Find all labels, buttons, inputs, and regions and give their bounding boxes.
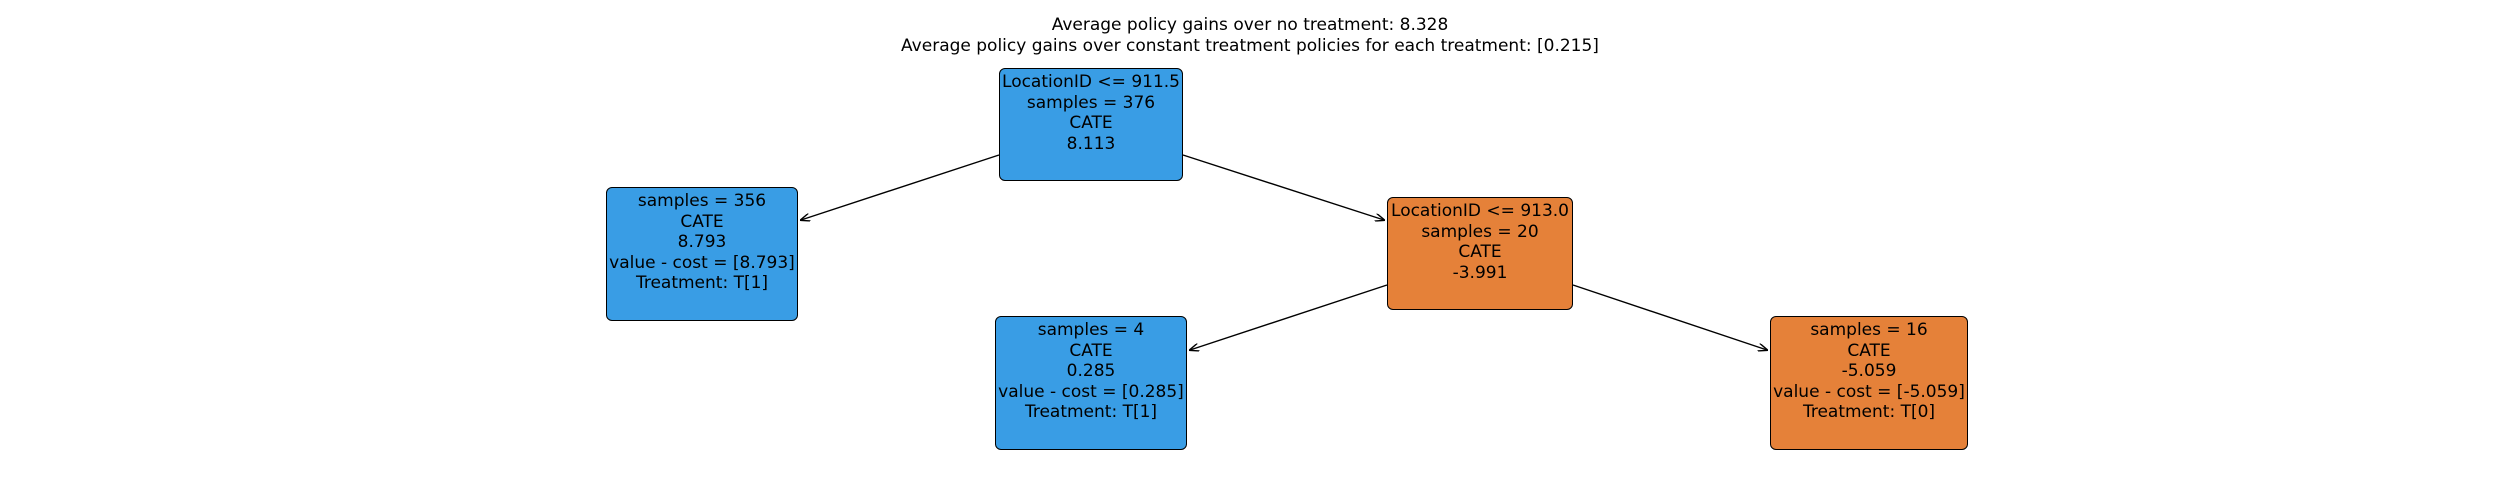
node-cate-label: CATE — [680, 211, 724, 232]
edge-root-to-left — [801, 154, 1000, 220]
node-treatment: Treatment: T[1] — [1024, 402, 1158, 422]
node-cate-value: -5.059 — [1841, 361, 1897, 381]
node-treatment: Treatment: T[0] — [1802, 402, 1936, 422]
tree-leaf-right-right: samples = 16 CATE -5.059 value - cost = … — [1770, 316, 1968, 450]
tree-node-root: LocationID <= 911.5 samples = 376 CATE 8… — [999, 68, 1183, 181]
node-cate-label: CATE — [1847, 340, 1891, 361]
tree-leaf-right-left: samples = 4 CATE 0.285 value - cost = [0… — [995, 316, 1187, 450]
node-split-rule: LocationID <= 913.0 — [1391, 201, 1569, 221]
node-value-cost: value - cost = [0.285] — [998, 381, 1184, 402]
node-samples: samples = 4 — [1037, 320, 1145, 340]
edge-root-to-right — [1182, 154, 1384, 220]
node-value-cost: value - cost = [-5.059] — [1773, 381, 1965, 402]
edge-right-to-right-left — [1190, 284, 1388, 350]
node-cate-value: -3.991 — [1452, 262, 1508, 283]
node-treatment: Treatment: T[1] — [635, 273, 769, 293]
node-cate-value: 0.285 — [1066, 361, 1116, 381]
node-samples: samples = 16 — [1810, 320, 1928, 340]
figure-title-line-1: Average policy gains over no treatment: … — [1051, 15, 1449, 35]
node-cate-value: 8.793 — [677, 232, 727, 252]
node-value-cost: value - cost = [8.793] — [609, 252, 795, 273]
node-samples: samples = 356 — [637, 191, 767, 211]
node-samples: samples = 376 — [1026, 92, 1156, 113]
edge-right-to-right-right — [1572, 284, 1767, 350]
tree-node-right: LocationID <= 913.0 samples = 20 CATE -3… — [1387, 197, 1573, 310]
node-cate-value: 8.113 — [1066, 133, 1116, 154]
tree-leaf-left: samples = 356 CATE 8.793 value - cost = … — [606, 187, 798, 321]
figure-title-line-2: Average policy gains over constant treat… — [901, 36, 1599, 56]
node-cate-label: CATE — [1069, 340, 1113, 361]
node-cate-label: CATE — [1458, 242, 1502, 262]
node-split-rule: LocationID <= 911.5 — [1002, 72, 1180, 92]
node-samples: samples = 20 — [1421, 221, 1539, 242]
node-cate-label: CATE — [1069, 113, 1113, 133]
